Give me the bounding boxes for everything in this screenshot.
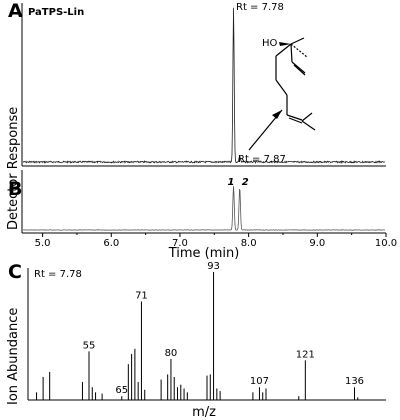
- panel-c-bars: 55 65 71 80 93 107 121 136: [36, 261, 364, 400]
- panel-b-letter: B: [8, 178, 22, 200]
- x-tick-label: 6.0: [103, 238, 119, 249]
- x-tick-label: 8.0: [241, 238, 257, 249]
- spectrum-peak-label: 80: [165, 348, 178, 359]
- spectrum-peak-label: 93: [207, 261, 220, 272]
- x-tick-label: 5.0: [35, 238, 51, 249]
- panel-c-x-label: m/z: [192, 405, 216, 420]
- panel-c-y-label: Ion Abundance: [6, 308, 21, 405]
- panel-c-title: Rt = 7.78: [34, 269, 82, 280]
- panel-b-trace: [23, 186, 386, 231]
- panel-a-peak-label-1: Rt = 7.78: [236, 2, 284, 13]
- panel-c: C Rt = 7.78 55 65 71 80 93 107 121 136 Ion Abun…: [6, 261, 386, 420]
- panel-b-x-ticks: 5.0 6.0 7.0 8.0 9.0 10.0: [35, 233, 397, 249]
- panel-a-y-label: Detector Response: [6, 107, 21, 230]
- panel-b-peak-label-1: 1: [228, 177, 235, 188]
- spectrum-peak-label: 71: [135, 290, 148, 301]
- panel-c-letter: C: [8, 261, 22, 283]
- spectrum-peak-label: 107: [250, 376, 269, 387]
- panel-b-x-label: Time (min): [168, 246, 240, 261]
- spectrum-peak-label: 121: [296, 349, 315, 360]
- panel-a: A PaTPS-Lin Rt = 7.78 Rt = 7.87 HO: [8, 0, 386, 167]
- spectrum-peak-label: 55: [83, 340, 96, 351]
- panel-a-title: PaTPS-Lin: [28, 7, 84, 18]
- panel-a-trace: [22, 7, 386, 165]
- x-tick-label: 7.0: [172, 238, 188, 249]
- x-tick-label: 10.0: [375, 238, 397, 249]
- structure-arrow-head: [272, 110, 282, 119]
- panel-b-peak-label-2: 2: [242, 177, 249, 188]
- spectrum-peak-label: 65: [115, 385, 128, 396]
- spectrum-peak-label: 136: [345, 376, 364, 387]
- linalool-wedge-bond: [279, 42, 291, 46]
- linalool-hydroxyl-label: HO: [262, 38, 278, 49]
- panel-b: B 1 2 5.0 6.0 7.0 8.0 9.0 10.0 Time (min): [8, 170, 397, 261]
- panel-a-peak-label-2: Rt = 7.87: [238, 154, 286, 165]
- x-tick-label: 9.0: [309, 238, 325, 249]
- linalool-structure: [275, 37, 316, 131]
- panel-a-letter: A: [8, 0, 23, 22]
